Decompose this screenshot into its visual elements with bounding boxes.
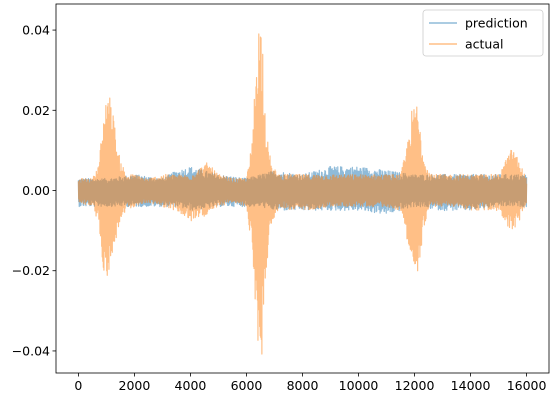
y-axis: −0.04 −0.02 0.00 0.02 0.04 <box>12 23 56 358</box>
x-axis: 0 2000 4000 6000 8000 10000 12000 14000 16000 <box>74 373 547 393</box>
y-tick-label: 0.04 <box>22 23 50 38</box>
y-tick-label: 0.02 <box>22 103 50 118</box>
x-tick-label: 8000 <box>287 378 319 393</box>
y-tick-label: −0.04 <box>12 343 50 358</box>
x-tick-label: 6000 <box>231 378 263 393</box>
x-tick-label: 4000 <box>175 378 207 393</box>
legend-label-prediction: prediction <box>465 16 528 31</box>
series-layer <box>77 33 528 355</box>
x-tick-label: 2000 <box>119 378 151 393</box>
y-tick-label: 0.00 <box>22 183 50 198</box>
series-line-actual <box>77 33 528 355</box>
x-tick-label: 12000 <box>395 378 435 393</box>
x-tick-label: 10000 <box>339 378 379 393</box>
x-tick-label: 14000 <box>451 378 491 393</box>
x-tick-label: 0 <box>74 378 82 393</box>
y-tick-label: −0.02 <box>12 263 50 278</box>
x-tick-label: 16000 <box>507 378 547 393</box>
legend: prediction actual <box>422 9 544 57</box>
legend-label-actual: actual <box>465 37 504 52</box>
